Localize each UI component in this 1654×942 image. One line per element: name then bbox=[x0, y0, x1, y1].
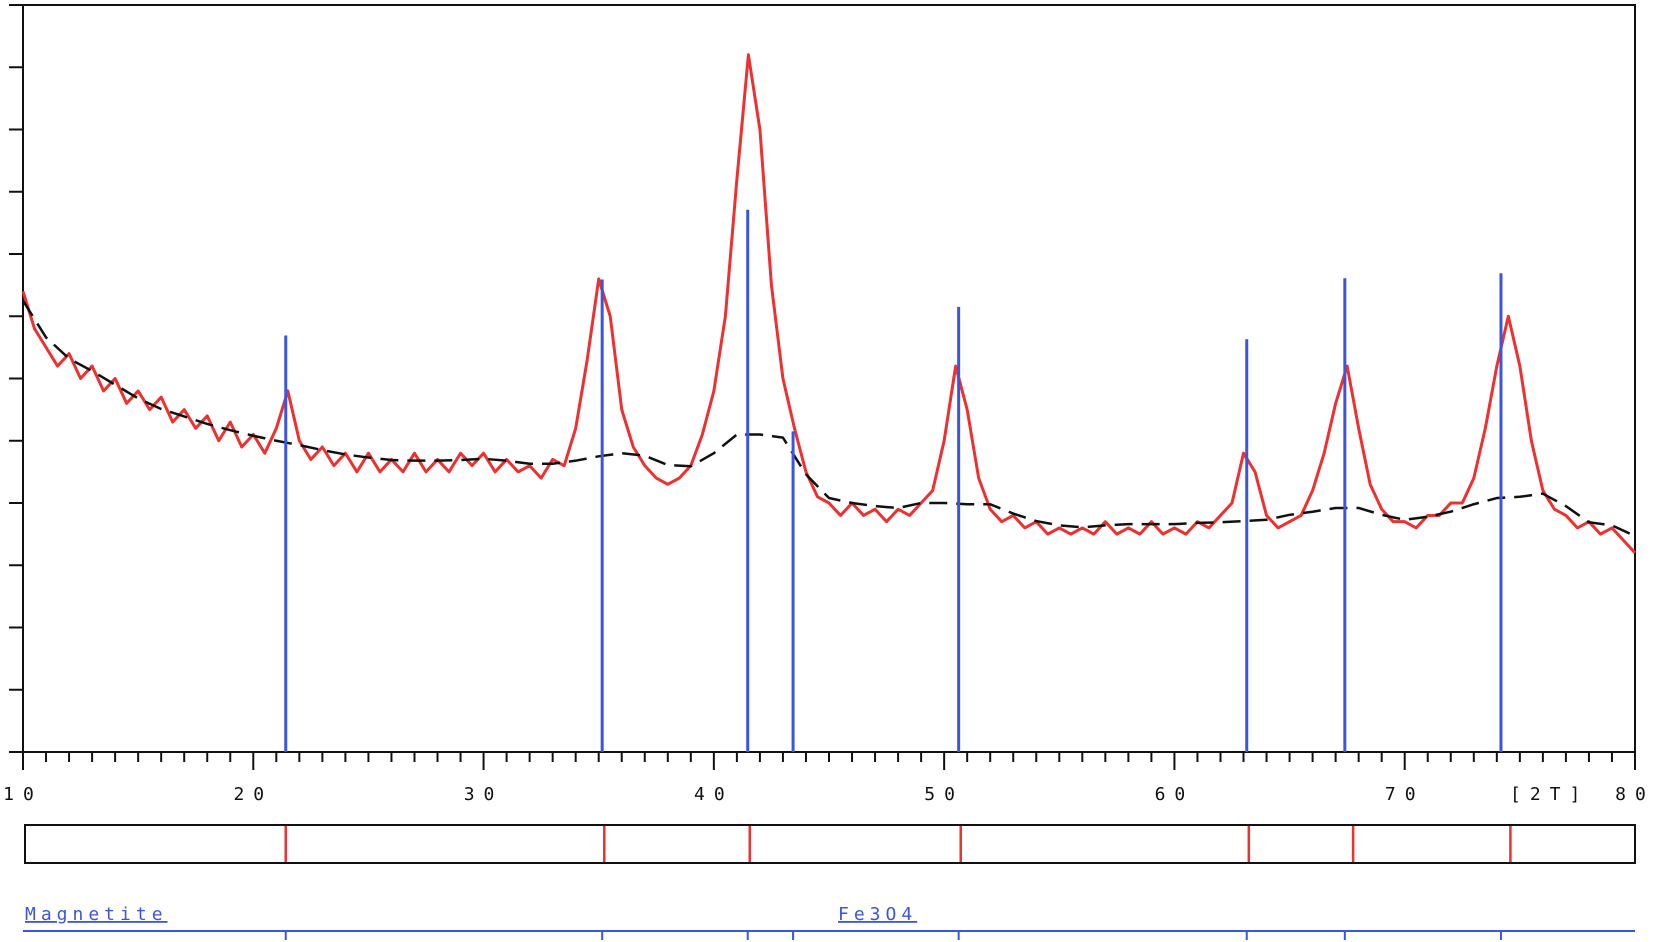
marker-box bbox=[24, 824, 1636, 864]
phase-formula: Fe3O4 bbox=[838, 904, 917, 925]
x-tick-label: 50 bbox=[924, 784, 964, 805]
series-line bbox=[21, 53, 1637, 554]
x-tick-label: 80 bbox=[1615, 784, 1654, 805]
x-axis-label: [2T] bbox=[1510, 784, 1589, 805]
phase-name: Magnetite bbox=[25, 904, 168, 925]
plot-frame bbox=[22, 4, 1636, 753]
x-tick-label: 10 bbox=[3, 784, 43, 805]
series-line bbox=[21, 300, 1636, 538]
x-tick-label: 70 bbox=[1385, 784, 1425, 805]
x-tick-label: 30 bbox=[464, 784, 504, 805]
x-tick-label: 40 bbox=[694, 784, 734, 805]
x-tick-label: 20 bbox=[233, 784, 273, 805]
x-tick-label: 60 bbox=[1155, 784, 1195, 805]
